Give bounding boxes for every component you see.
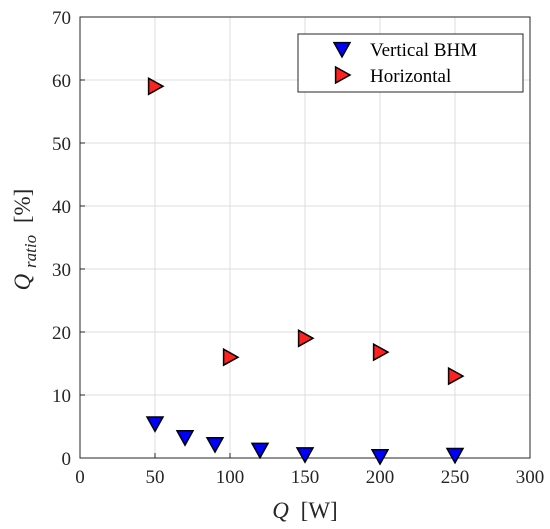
y-tick-label: 30 [52, 260, 71, 281]
horizontal-point [447, 366, 465, 386]
vertical-bhm-point [295, 447, 315, 464]
legend: Vertical BHM Horizontal [297, 33, 524, 93]
vertical-bhm-point [445, 447, 465, 465]
horizontal-point [297, 329, 315, 348]
y-tick-label: 40 [52, 197, 71, 218]
legend-marker [332, 41, 352, 59]
x-tick-label: 150 [291, 467, 320, 488]
vertical-bhm-point [250, 442, 270, 460]
legend-label: Vertical BHM [370, 40, 477, 61]
horizontal-point [372, 342, 390, 362]
legend-label: Horizontal [370, 66, 451, 87]
legend-marker [334, 65, 352, 85]
x-tick-label: 50 [146, 467, 165, 488]
y-tick-label: 0 [62, 449, 72, 470]
x-tick-label: 200 [366, 467, 395, 488]
horizontal-point [222, 347, 240, 367]
tick-labels: 0 50 100 150 200 250 300 0 10 20 30 40 50 60 70 [52, 8, 544, 488]
horizontal-point [147, 77, 165, 96]
x-tick-label: 0 [75, 467, 85, 488]
y-tick-label: 20 [52, 323, 71, 344]
vertical-bhm-point [370, 448, 390, 466]
vertical-bhm-point [175, 430, 195, 447]
x-tick-label: 250 [441, 467, 470, 488]
vertical-bhm-point [205, 436, 225, 454]
y-tick-label: 10 [52, 386, 71, 407]
data-points [145, 77, 465, 466]
y-tick-label: 60 [52, 71, 71, 92]
vertical-bhm-point [145, 416, 165, 433]
x-axis-label: Q [W] [272, 498, 337, 523]
y-tick-label: 70 [52, 8, 71, 29]
x-tick-label: 300 [516, 467, 545, 488]
x-tick-label: 100 [216, 467, 245, 488]
y-tick-label: 50 [52, 134, 71, 155]
y-axis-label: Q ratio [%] [10, 189, 41, 291]
